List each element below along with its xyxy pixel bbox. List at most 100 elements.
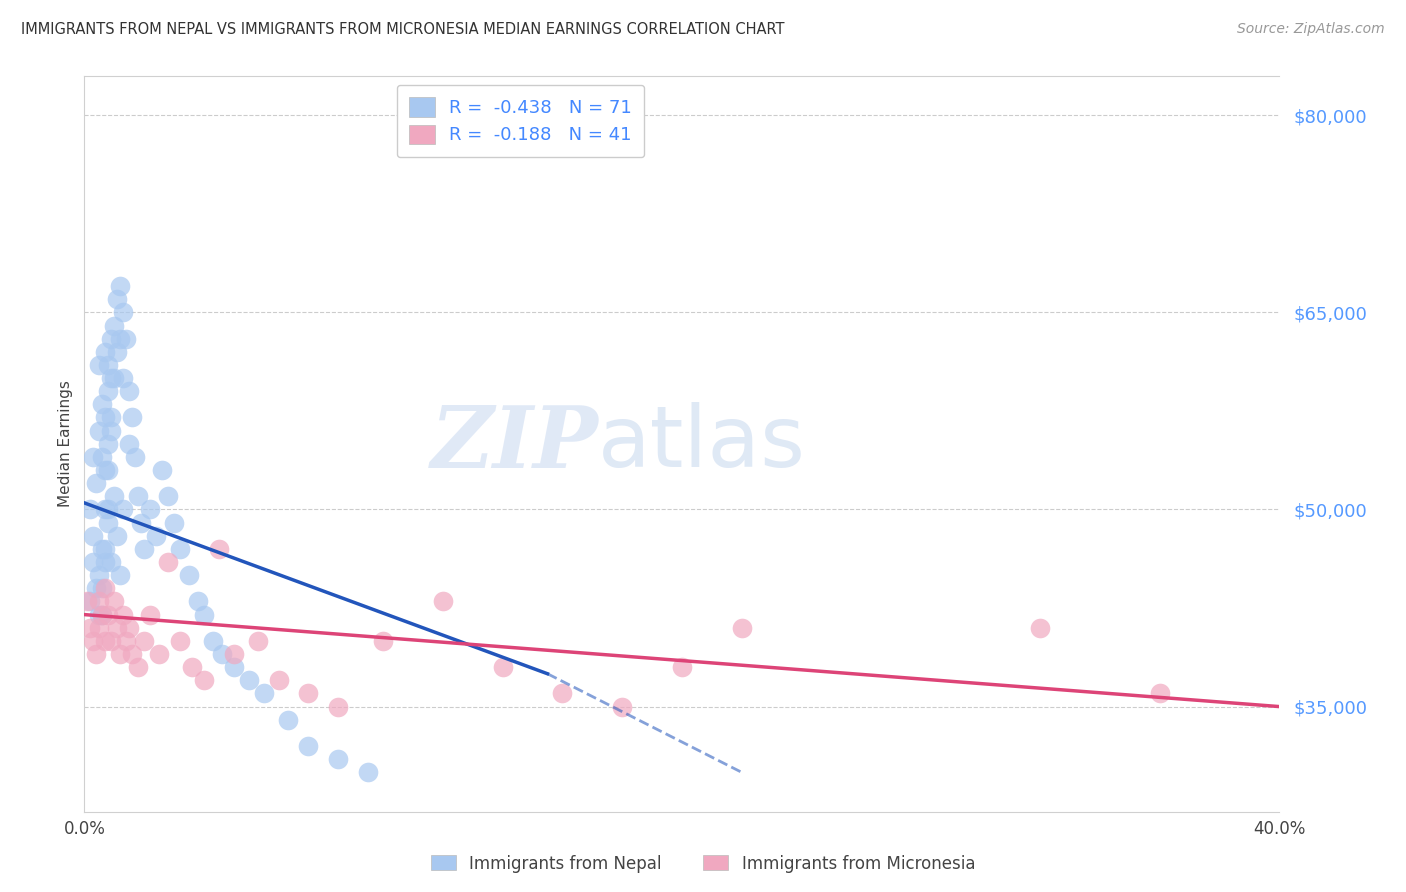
Text: atlas: atlas [599,402,806,485]
Point [82,529,104,543]
Point [492,660,515,674]
Point [222,647,245,661]
Point [103,371,125,385]
Point [115,332,138,346]
Point [91,607,114,622]
Text: IMMIGRANTS FROM NEPAL VS IMMIGRANTS FROM MICRONESIA MEDIAN EARNINGS CORRELATION : IMMIGRANTS FROM NEPAL VS IMMIGRANTS FROM… [21,22,785,37]
Point [612,699,634,714]
Point [157,555,180,569]
Point [139,502,162,516]
Point [91,450,114,464]
Point [432,594,454,608]
Point [89,358,111,372]
Point [94,582,117,596]
Point [187,594,209,608]
Text: Source: ZipAtlas.com: Source: ZipAtlas.com [1237,22,1385,37]
Point [110,332,132,346]
Point [238,673,260,688]
Point [246,633,269,648]
Point [79,621,101,635]
Point [145,529,167,543]
Point [76,594,98,608]
Point [82,555,104,569]
Point [94,410,117,425]
Point [163,516,186,530]
Point [89,621,111,635]
Point [157,489,180,503]
Point [1029,621,1052,635]
Point [132,633,156,648]
Point [94,344,117,359]
Point [97,607,120,622]
Point [115,633,138,648]
Point [201,633,224,648]
Point [94,633,117,648]
Point [373,633,395,648]
Point [277,713,299,727]
Point [97,502,120,516]
Point [297,686,319,700]
Point [105,621,128,635]
Point [100,424,122,438]
Point [169,541,191,556]
Point [97,384,120,399]
Point [97,437,120,451]
Point [91,397,114,411]
Y-axis label: Median Earnings: Median Earnings [58,380,73,508]
Point [177,568,200,582]
Point [121,647,143,661]
Point [169,633,191,648]
Point [105,292,128,306]
Point [94,463,117,477]
Point [86,647,108,661]
Point [139,607,162,622]
Point [124,450,146,464]
Point [297,739,319,753]
Point [100,332,122,346]
Point [357,765,380,780]
Point [100,555,122,569]
Point [211,647,233,661]
Point [91,582,114,596]
Point [118,384,141,399]
Point [112,371,135,385]
Point [100,633,122,648]
Point [1149,686,1171,700]
Point [103,594,125,608]
Point [97,463,120,477]
Point [148,647,170,661]
Point [208,541,231,556]
Point [97,516,120,530]
Point [89,424,111,438]
Point [100,410,122,425]
Point [127,489,149,503]
Point [79,594,101,608]
Point [267,673,290,688]
Point [110,279,132,293]
Point [129,516,152,530]
Legend: R =  -0.438   N = 71, R =  -0.188   N = 41: R = -0.438 N = 71, R = -0.188 N = 41 [396,85,644,157]
Point [193,607,215,622]
Point [89,594,111,608]
Point [86,582,108,596]
Point [79,502,101,516]
Point [253,686,276,700]
Point [82,450,104,464]
Point [105,344,128,359]
Point [94,541,117,556]
Point [132,541,156,556]
Point [91,607,114,622]
Point [328,752,350,766]
Point [82,633,104,648]
Point [150,463,173,477]
Point [181,660,204,674]
Point [110,647,132,661]
Point [89,607,111,622]
Point [94,555,117,569]
Point [103,489,125,503]
Point [118,437,141,451]
Point [112,305,135,319]
Point [671,660,693,674]
Point [86,476,108,491]
Point [91,541,114,556]
